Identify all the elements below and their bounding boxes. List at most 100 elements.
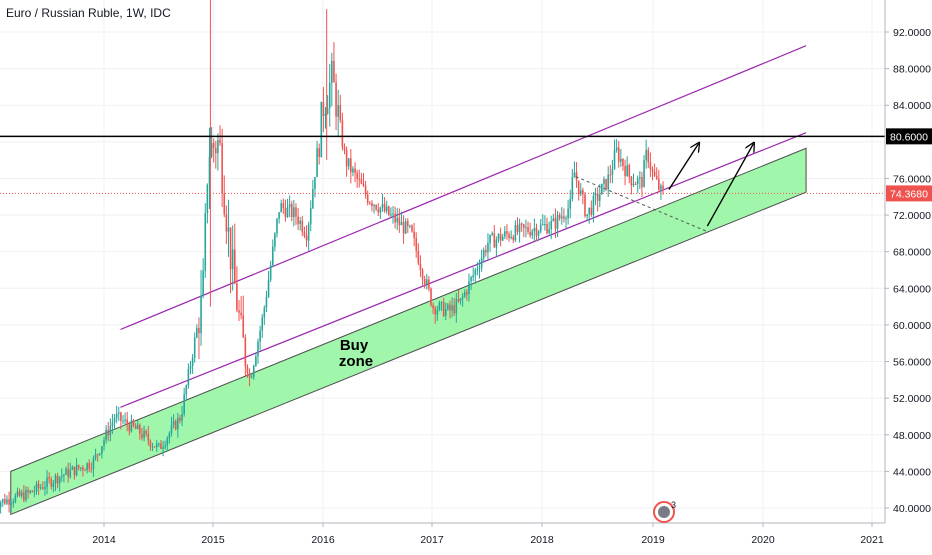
candle-body	[421, 269, 424, 279]
candle-body	[198, 327, 200, 334]
candle-body	[537, 231, 540, 236]
candle-body	[54, 475, 57, 484]
resistance-price-tag	[886, 128, 932, 145]
candle-body	[288, 204, 291, 208]
channel-upper-line[interactable]	[120, 45, 807, 331]
candle-body	[84, 469, 86, 471]
resistance-price-label: 80.6000	[890, 131, 928, 143]
candle-body	[322, 102, 325, 117]
candle-body	[451, 305, 453, 311]
candle-body	[398, 217, 401, 226]
candle-body	[577, 180, 580, 195]
candle-body	[172, 421, 175, 425]
candle-body	[415, 237, 418, 251]
candle-body	[130, 420, 133, 432]
candle-body	[630, 176, 633, 186]
arrow-short-term[interactable]	[668, 144, 699, 190]
candle-body	[225, 214, 228, 232]
candle-body	[390, 214, 392, 216]
candle-body	[162, 447, 164, 449]
candle-body	[478, 267, 481, 270]
candle-body	[221, 143, 223, 194]
candle-body	[601, 183, 603, 195]
candle-body	[402, 222, 405, 234]
candle-body	[406, 221, 409, 227]
candle-body	[16, 491, 19, 496]
candle-body	[434, 308, 437, 315]
y-tick-label: 76.0000	[893, 173, 931, 185]
buy-zone-label-line2: zone	[339, 353, 373, 370]
candle-body	[379, 207, 382, 213]
candle-body	[238, 310, 240, 313]
candle-body	[153, 446, 156, 448]
last-price-label: 74.3680	[890, 188, 928, 200]
time-axis[interactable]: 2014 2015 2016 2017 2018 2019 2020 2021	[0, 522, 885, 546]
candle-body	[611, 168, 614, 175]
candle-body	[632, 183, 635, 186]
channel-mid-line[interactable]	[120, 132, 807, 408]
candle-body	[115, 413, 118, 419]
candle-body	[316, 148, 318, 178]
candle-body	[364, 185, 367, 195]
y-tick-label: 48.0000	[893, 430, 931, 442]
candle-body	[438, 302, 441, 310]
candle-body	[501, 236, 504, 241]
candle-body	[643, 160, 645, 188]
candle-body	[65, 468, 67, 475]
candle-body	[626, 165, 628, 177]
candle-body	[347, 158, 350, 167]
candle-body	[383, 203, 386, 212]
candle-body	[37, 483, 40, 488]
candle-body	[179, 417, 181, 421]
candle-body	[44, 487, 46, 489]
candle-body	[193, 337, 196, 358]
candle-body	[554, 218, 557, 229]
candle-body	[356, 172, 358, 179]
candle-body	[242, 315, 245, 338]
candle-body	[208, 156, 211, 185]
y-tick-label: 40.0000	[893, 503, 931, 515]
candle-body	[392, 213, 394, 215]
grid	[0, 0, 885, 523]
candle-body	[215, 148, 217, 154]
candle-body	[369, 202, 371, 204]
candle-body	[375, 205, 377, 210]
candle-body	[447, 304, 449, 309]
candle-body	[263, 307, 266, 318]
candle-body	[1, 499, 4, 503]
price-axis[interactable]: 40.0000 44.0000 48.0000 52.0000 56.0000 60.00…	[884, 0, 932, 523]
candle-body	[139, 424, 141, 435]
buy-zone[interactable]	[10, 147, 807, 516]
candle-body	[29, 490, 31, 493]
candle-body	[320, 102, 323, 157]
candle-body	[109, 426, 112, 436]
candle-body	[512, 236, 515, 241]
candle-body	[579, 190, 582, 195]
candle-body	[560, 216, 563, 219]
candle-body	[432, 305, 434, 309]
candle-body	[466, 292, 468, 295]
candle-body	[335, 82, 337, 117]
candle-body	[227, 227, 230, 232]
candle-body	[345, 149, 348, 167]
candle-body	[641, 177, 643, 188]
candle-body	[567, 208, 569, 219]
arrow-long-term[interactable]	[706, 144, 753, 227]
candle-body	[598, 194, 601, 201]
candle-body	[588, 207, 591, 215]
candle-body	[558, 214, 561, 219]
x-tick-label: 2017	[420, 534, 444, 546]
candle-body	[134, 425, 137, 430]
candles[interactable]	[0, 42, 664, 514]
candle-body	[470, 277, 472, 282]
x-tick-label: 2018	[530, 534, 554, 546]
events-badge-icon[interactable]: 3	[653, 500, 676, 523]
candle-body	[423, 278, 426, 285]
candle-body	[0, 502, 2, 508]
candle-body	[548, 229, 550, 234]
y-tick-label: 88.0000	[893, 64, 931, 76]
candle-body	[523, 224, 525, 228]
candle-body	[455, 299, 458, 314]
